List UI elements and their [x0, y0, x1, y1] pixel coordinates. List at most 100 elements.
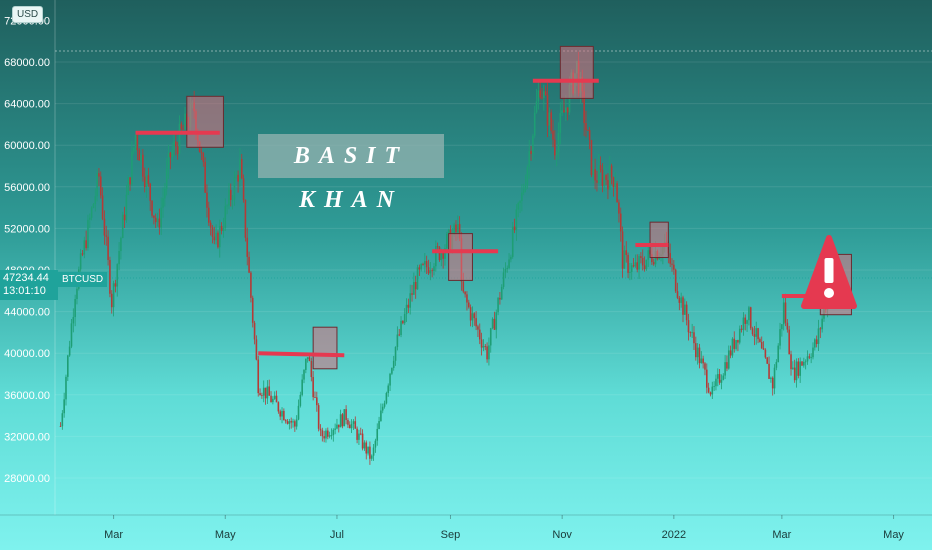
candle-body — [312, 377, 314, 398]
candle-body — [548, 112, 551, 126]
candle-body — [131, 151, 133, 185]
candle-body — [266, 386, 269, 399]
candle-body — [295, 419, 298, 427]
candle-body — [707, 387, 710, 393]
candle-body — [213, 236, 216, 241]
candle-body — [797, 361, 800, 376]
candle-body — [367, 446, 369, 454]
candle-body — [731, 338, 734, 356]
candle-body — [605, 175, 607, 181]
candle-body — [383, 403, 386, 407]
candle-body — [724, 362, 726, 376]
candle-body — [636, 262, 639, 270]
candle-body — [546, 94, 549, 126]
candle-body — [123, 214, 126, 221]
candle-body — [608, 165, 611, 190]
candle-body — [400, 320, 402, 335]
candle-body — [640, 256, 642, 258]
y-tick-label: 32000.00 — [4, 431, 50, 443]
candle-body — [629, 271, 631, 273]
candle-body — [499, 297, 501, 300]
candle-body — [720, 379, 723, 383]
candle-body — [458, 224, 461, 239]
candle-body — [735, 340, 737, 349]
candle-body — [808, 356, 811, 358]
candle-body — [327, 430, 329, 437]
currency-button[interactable]: USD — [12, 6, 44, 23]
symbol-label: BTCUSD — [58, 272, 108, 287]
candle-body — [392, 360, 395, 368]
candle-body — [619, 213, 622, 232]
candle-body — [453, 224, 455, 235]
candle-body — [316, 397, 318, 406]
candle-body — [755, 328, 758, 337]
candle-body — [477, 326, 479, 330]
candle-body — [467, 302, 470, 308]
candle-body — [396, 334, 399, 347]
candle-body — [336, 424, 338, 429]
candle-body — [519, 200, 521, 203]
candle-body — [68, 346, 71, 356]
candle-body — [733, 338, 736, 349]
candle-body — [435, 246, 437, 267]
candle-body — [88, 217, 91, 220]
candle-body — [361, 433, 364, 449]
candle-body — [222, 227, 225, 231]
candle-body — [561, 110, 563, 114]
candle-body — [799, 361, 801, 376]
candle-body — [696, 347, 699, 358]
candle-body — [722, 375, 725, 380]
candle-body — [495, 312, 498, 330]
candle-body — [700, 358, 703, 364]
candle-body — [142, 154, 144, 177]
candle-body — [634, 262, 637, 267]
candle-body — [819, 328, 822, 330]
y-tick-label: 56000.00 — [4, 182, 50, 194]
candle-body — [771, 377, 774, 389]
candle-body — [737, 340, 739, 343]
candle-body — [770, 377, 772, 379]
candle-body — [279, 411, 282, 417]
candle-body — [511, 226, 514, 257]
candle-body — [154, 217, 157, 223]
candle-body — [264, 387, 267, 399]
candle-body — [727, 350, 730, 369]
candle-body — [627, 254, 629, 273]
candle-body — [557, 132, 560, 153]
candle-body — [301, 379, 303, 395]
candle-body — [308, 357, 311, 361]
candle-body — [418, 267, 421, 270]
candle-body — [652, 262, 655, 265]
candle-body — [182, 128, 184, 130]
candle-body — [647, 250, 650, 260]
candle-body — [716, 374, 719, 379]
candle-body — [114, 283, 117, 287]
candle-body — [759, 339, 761, 343]
candle-body — [590, 140, 593, 176]
candle-body — [806, 356, 809, 362]
candle-body — [288, 421, 291, 424]
candle-body — [687, 320, 690, 333]
candle-body — [506, 267, 509, 270]
candle-body — [283, 410, 285, 421]
candle-body — [380, 410, 382, 422]
candle-body — [413, 281, 415, 295]
candle-body — [171, 150, 173, 158]
candle-body — [110, 293, 113, 308]
candle-body — [486, 346, 488, 360]
candle-body — [792, 367, 794, 370]
candle-body — [618, 202, 620, 214]
candle-body — [550, 112, 552, 131]
candle-body — [290, 421, 292, 423]
candle-body — [136, 135, 139, 151]
candle-body — [211, 227, 214, 237]
candle-body — [87, 219, 89, 249]
candle-body — [99, 176, 102, 196]
candle-body — [244, 199, 247, 238]
candle-body — [473, 313, 476, 319]
candle-body — [370, 455, 373, 459]
candle-body — [145, 175, 148, 187]
candle-body — [610, 165, 613, 178]
candle-body — [753, 334, 756, 337]
